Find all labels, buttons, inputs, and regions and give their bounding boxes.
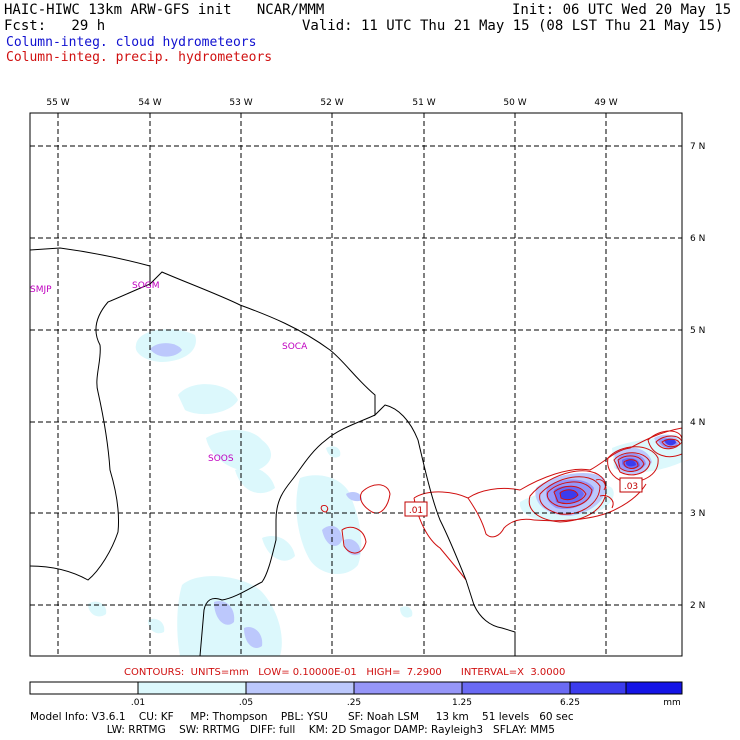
- colorbar-bin-6: [625, 681, 683, 695]
- lon-label-52w: 52 W: [320, 98, 343, 108]
- colorbar-bin-0: [29, 681, 139, 695]
- cloud-shading-peak: [560, 438, 676, 500]
- lat-label-3n: 3 N: [690, 509, 705, 519]
- station-soca: SOCA: [282, 342, 308, 352]
- map-frame: [29, 112, 683, 657]
- colorbar-bin-5: [569, 681, 627, 695]
- init-time: Init: 06 UTC Wed 20 May 15: [512, 2, 732, 18]
- station-sogm: SOGM: [132, 281, 160, 291]
- lat-label-6n: 6 N: [690, 234, 705, 244]
- colorbar-unit: mm: [663, 698, 681, 708]
- colorbar-tick-005: .05: [239, 698, 253, 708]
- plot-title: HAIC-HIWC 13km ARW-GFS init NCAR/MMM: [4, 2, 325, 18]
- station-labels: SMJP SOGM SOCA SOOS: [30, 281, 308, 464]
- lat-label-7n: 7 N: [690, 142, 705, 152]
- precip-contours: [320, 427, 682, 581]
- colorbar-bin-2: [245, 681, 355, 695]
- lat-lon-grid: [30, 113, 682, 656]
- lon-label-50w: 50 W: [503, 98, 526, 108]
- contour-label-box: [619, 477, 643, 493]
- coastlines-borders: [30, 247, 516, 656]
- valid-time: Valid: 11 UTC Thu 21 May 15 (08 LST Thu …: [302, 18, 724, 34]
- colorbar-tick-001: .01: [131, 698, 145, 708]
- lat-labels: 7 N 6 N 5 N 4 N 3 N 2 N: [690, 142, 705, 611]
- lon-label-49w: 49 W: [594, 98, 617, 108]
- colorbar-bin-1: [137, 681, 247, 695]
- contour-value-labels: .01 .03: [404, 477, 643, 517]
- lon-label-54w: 54 W: [138, 98, 161, 108]
- station-smjp: SMJP: [30, 285, 52, 295]
- contour-label-03: .03: [624, 482, 638, 492]
- lat-label-5n: 5 N: [690, 326, 705, 336]
- forecast-hour: Fcst: 29 h: [4, 18, 106, 34]
- colorbar-bin-3: [353, 681, 463, 695]
- field-cloud-label: Column-integ. cloud hydrometeors: [6, 35, 257, 50]
- field-precip-label: Column-integ. precip. hydrometeors: [6, 50, 273, 65]
- colorbar-tick-125: 1.25: [452, 698, 472, 708]
- colorbar-tick-025: .25: [347, 698, 361, 708]
- model-info-line2: LW: RRTMG SW: RRTMG DIFF: full KM: 2D Sm…: [30, 724, 555, 736]
- colorbar-tick-625: 6.25: [560, 698, 580, 708]
- contour-label-01: .01: [409, 506, 423, 516]
- contour-info: CONTOURS: UNITS=mm LOW= 0.10000E-01 HIGH…: [124, 667, 566, 678]
- lat-label-2n: 2 N: [690, 601, 705, 611]
- shaded-fields: [88, 329, 682, 656]
- lon-label-55w: 55 W: [46, 98, 69, 108]
- lon-labels: 55 W 54 W 53 W 52 W 51 W 50 W 49 W: [46, 98, 617, 108]
- model-info-line1: Model Info: V3.6.1 CU: KF MP: Thompson P…: [30, 711, 574, 723]
- station-soos: SOOS: [208, 454, 234, 464]
- contour-label-box: [404, 501, 428, 517]
- lat-label-4n: 4 N: [690, 418, 705, 428]
- lon-label-51w: 51 W: [412, 98, 435, 108]
- colorbar-bin-4: [461, 681, 571, 695]
- lon-label-53w: 53 W: [229, 98, 252, 108]
- colorbar: .01 .05 .25 1.25 6.25 mm: [29, 681, 683, 708]
